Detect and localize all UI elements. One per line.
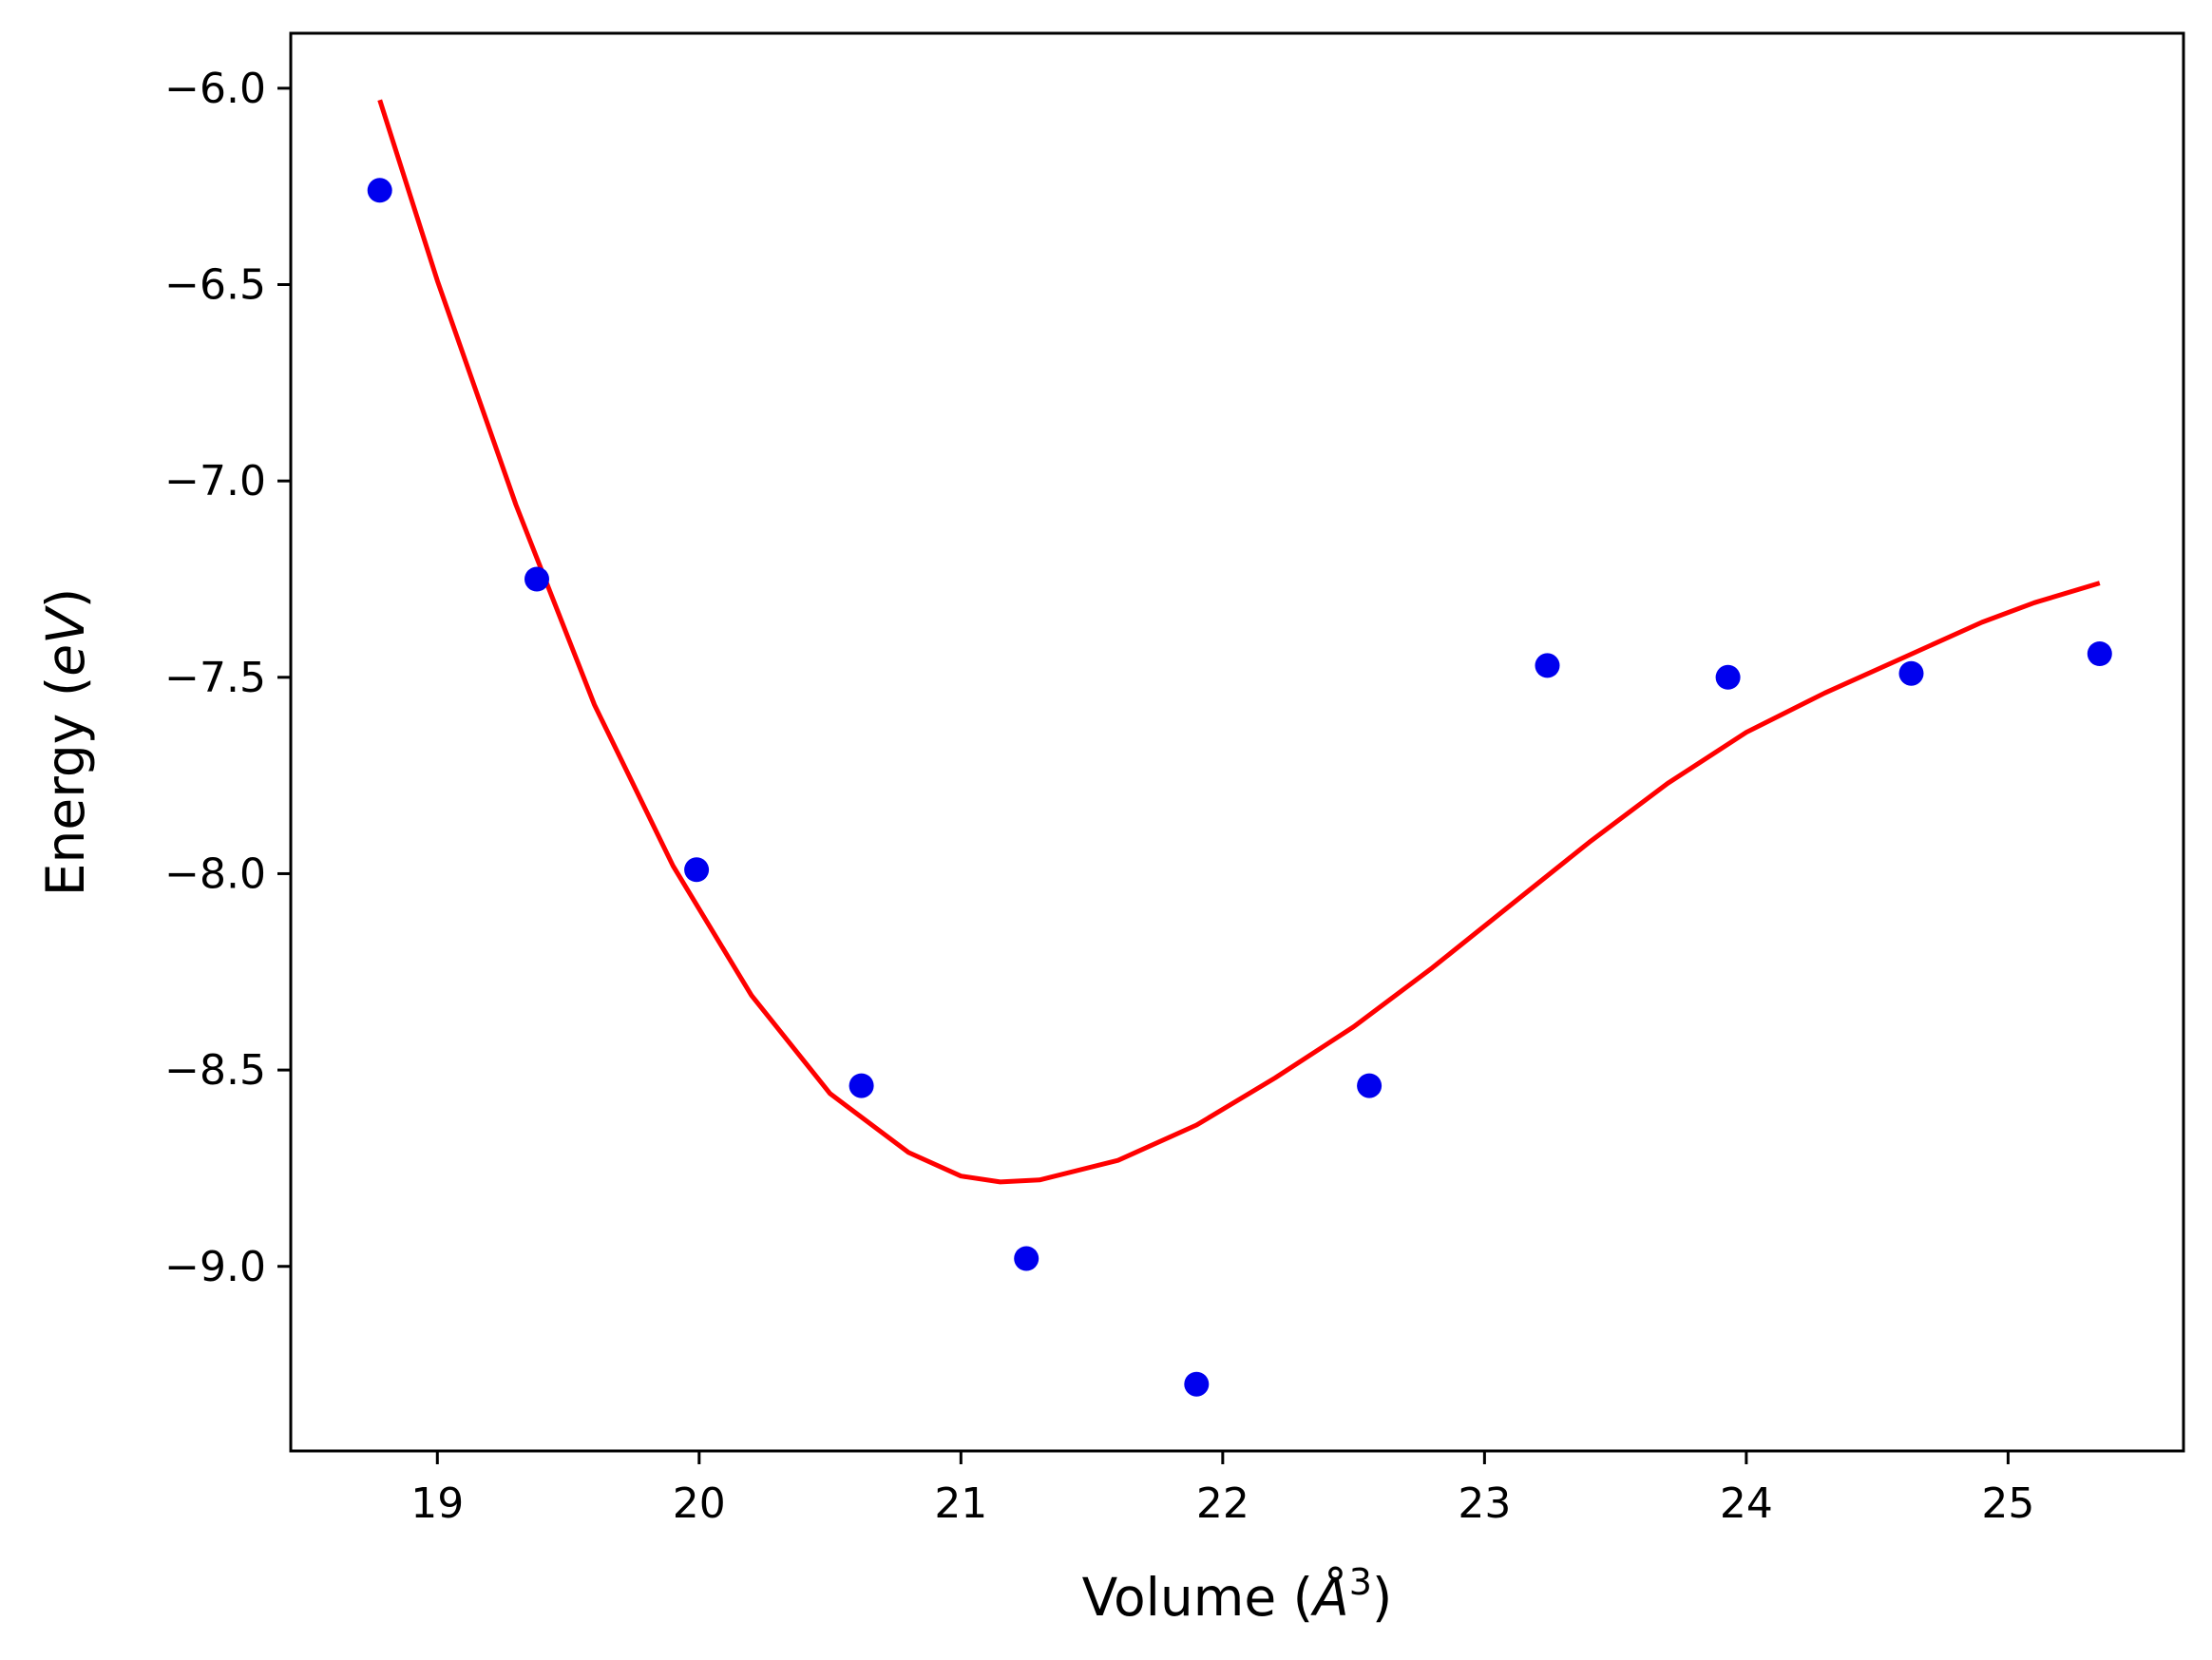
y-tick-label: −9.0 <box>164 1243 266 1291</box>
data-point <box>2087 641 2112 666</box>
axes-frame <box>289 31 2185 1453</box>
data-point <box>1898 660 1924 686</box>
fit-curve-layer <box>377 99 2101 1185</box>
data-point <box>1357 1073 1382 1098</box>
x-tick-label: 25 <box>1981 1479 2034 1528</box>
data-point <box>1535 653 1560 678</box>
y-axis-label: Energy (eV) <box>35 588 96 896</box>
x-tick-label: 21 <box>934 1479 987 1528</box>
fit-curve <box>377 99 2101 1185</box>
y-tick-label: −7.0 <box>164 457 266 506</box>
data-points-layer <box>367 178 2112 1397</box>
data-point <box>1184 1371 1210 1397</box>
x-axis: 19 20 21 22 23 24 25 <box>410 1451 2034 1528</box>
y-tick-label: −6.0 <box>164 65 266 113</box>
y-tick-label: −7.5 <box>164 654 266 702</box>
x-tick-label: 24 <box>1720 1479 1773 1528</box>
y-axis: −6.0 −6.5 −7.0 −7.5 −8.0 −8.5 −9.0 <box>164 65 291 1291</box>
x-tick-label: 23 <box>1458 1479 1511 1528</box>
x-tick-label: 20 <box>673 1479 726 1528</box>
x-axis-label: Volume (Å3) <box>1082 1561 1393 1628</box>
x-tick-label: 19 <box>410 1479 464 1528</box>
y-tick-label: −6.5 <box>164 261 266 310</box>
data-point <box>849 1073 874 1098</box>
data-point <box>1715 664 1741 690</box>
x-tick-label: 22 <box>1196 1479 1249 1528</box>
data-point <box>684 857 710 883</box>
data-point <box>524 566 549 592</box>
data-point <box>367 178 392 203</box>
y-tick-label: −8.5 <box>164 1046 266 1095</box>
data-point <box>1014 1246 1039 1271</box>
y-tick-label: −8.0 <box>164 849 266 898</box>
